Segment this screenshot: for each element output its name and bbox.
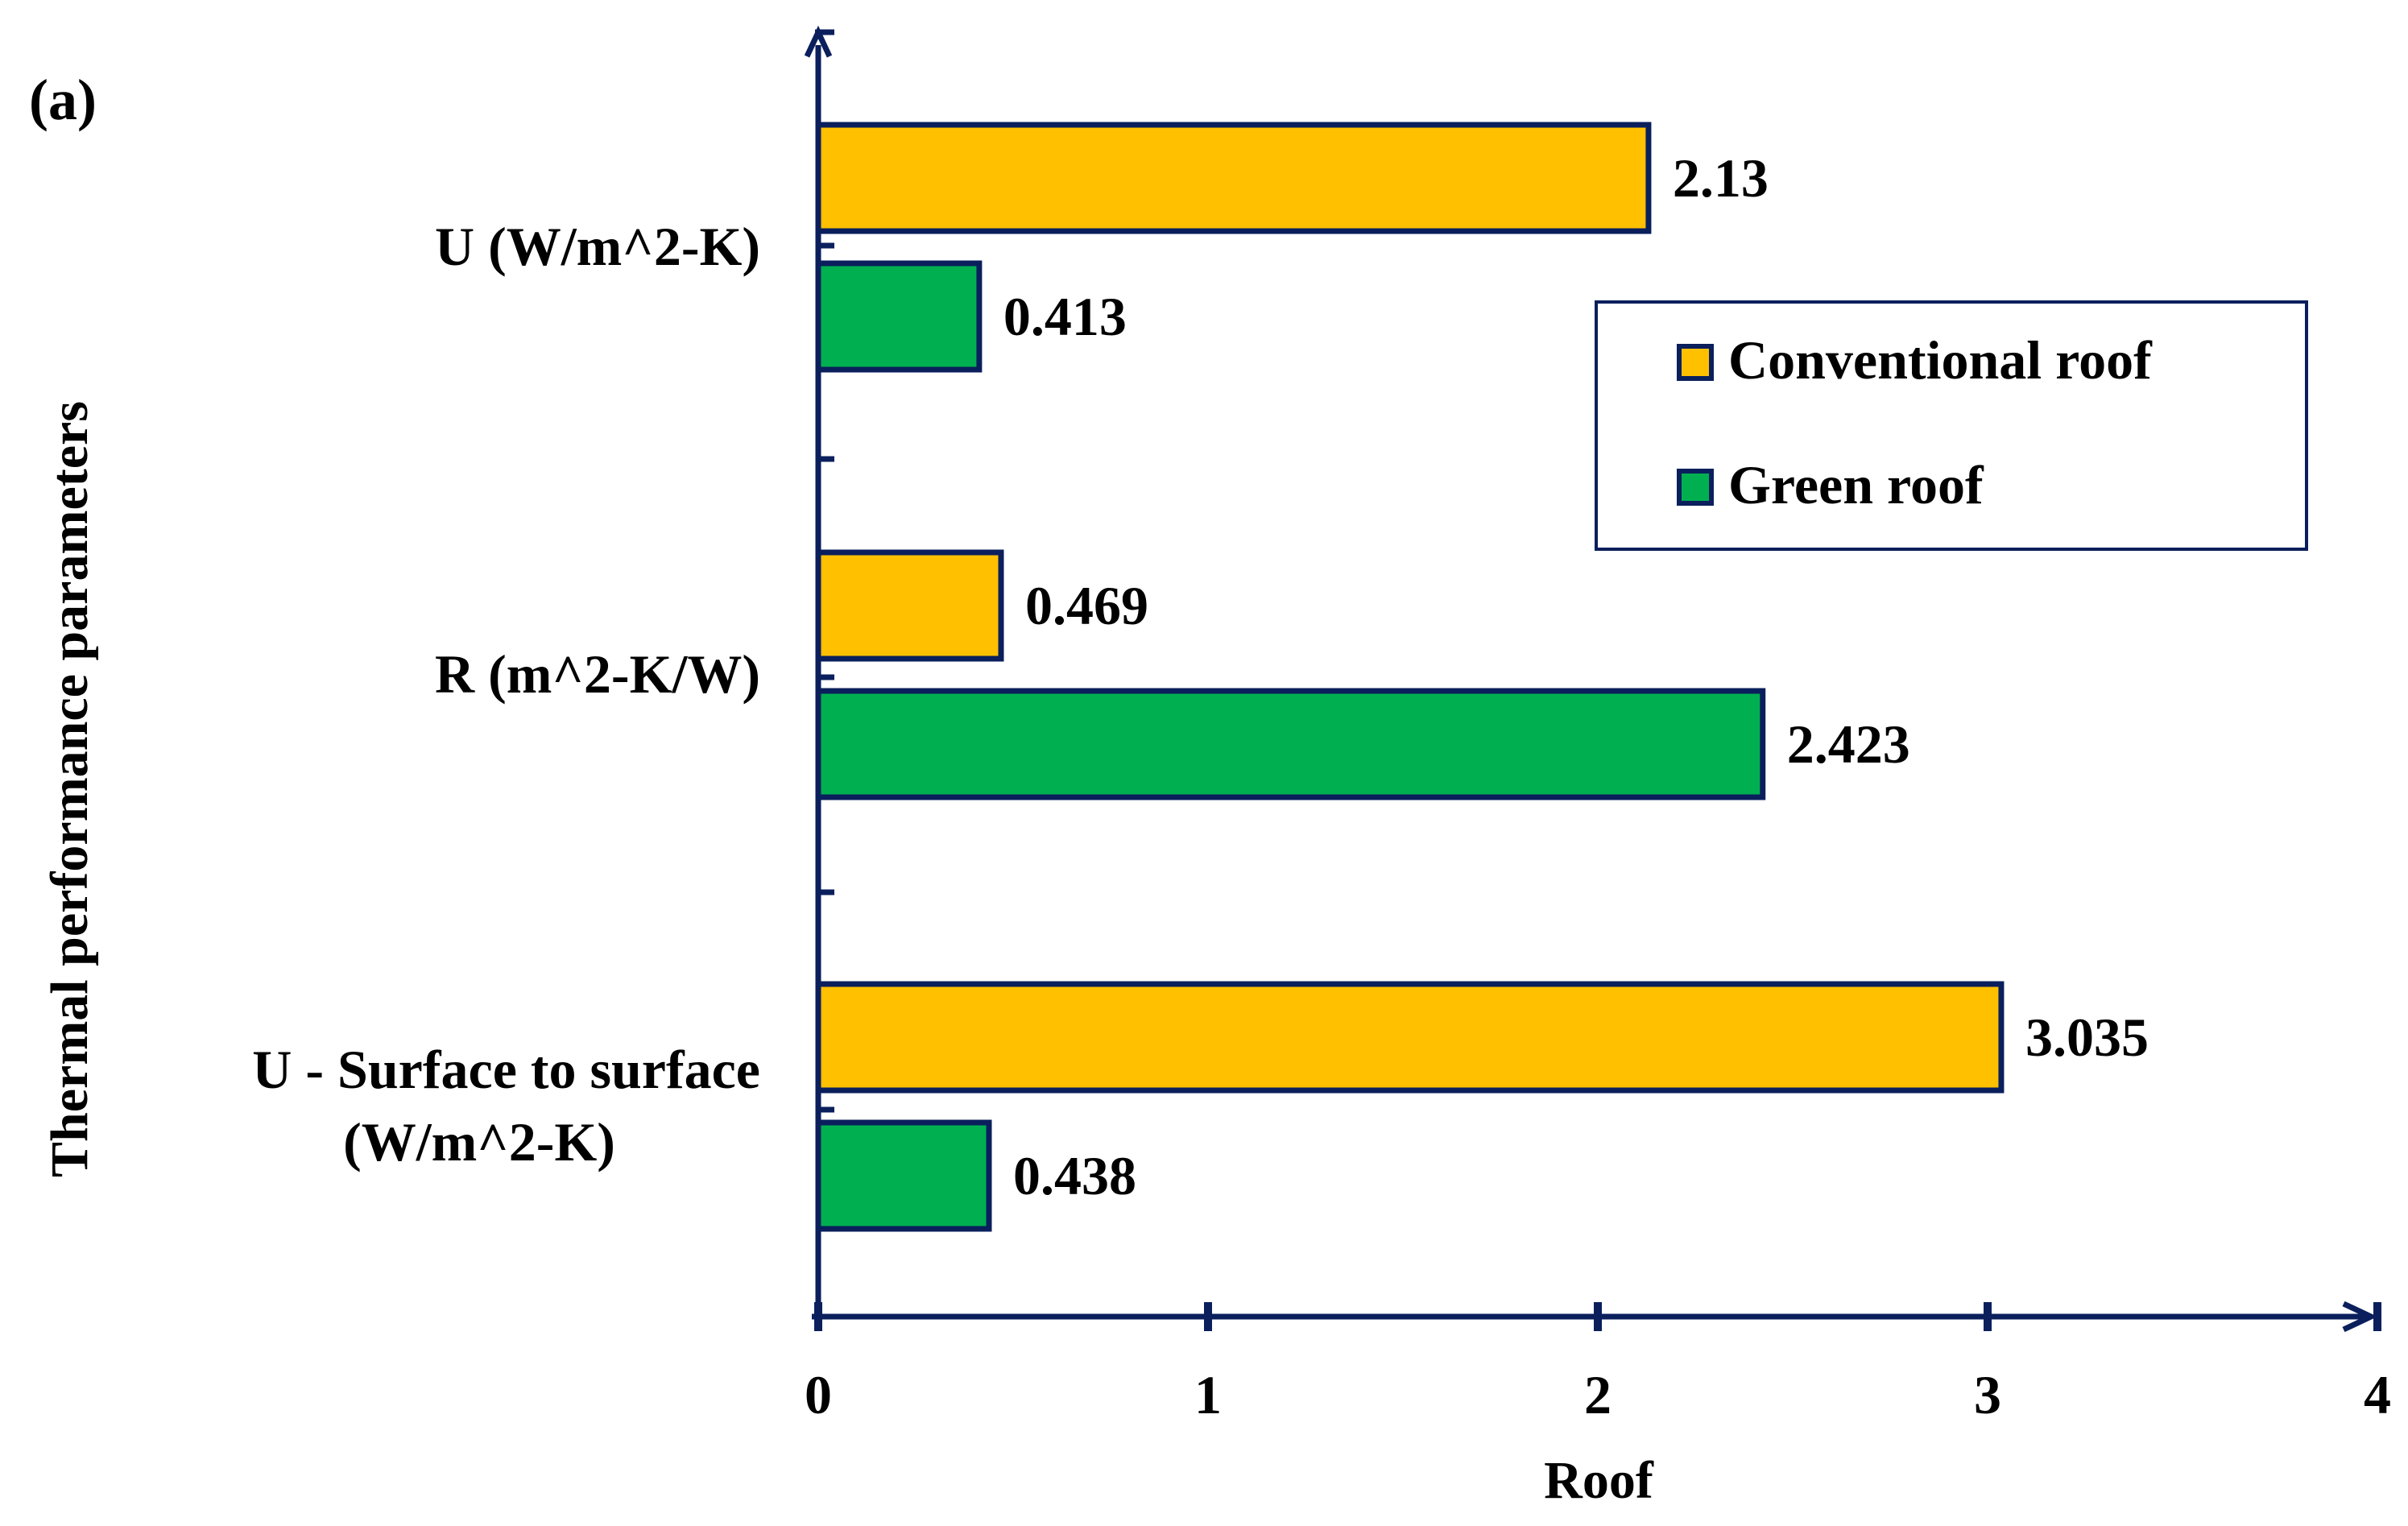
x-tick-label: 4 <box>2364 1364 2391 1425</box>
value-label: 2.423 <box>1787 713 1910 775</box>
legend-label-green: Green roof <box>1728 454 1984 515</box>
category-label: U - Surface to surface <box>252 1039 760 1100</box>
value-label: 2.13 <box>1673 147 1769 209</box>
x-ticks-group: 0 1 2 3 4 <box>805 1302 2391 1425</box>
value-label: 0.438 <box>1013 1145 1136 1206</box>
legend-swatch-green <box>1677 469 1714 506</box>
x-axis-arrow <box>2342 1301 2378 1333</box>
x-tick-label: 3 <box>1974 1364 2001 1425</box>
axes-group <box>804 25 2378 1333</box>
x-tick-label: 2 <box>1584 1364 1612 1425</box>
x-tick-label: 1 <box>1194 1364 1222 1425</box>
bar-conventional-0 <box>815 122 1652 234</box>
value-labels-group: 2.13 0.469 3.035 0.413 2.423 0.438 <box>1003 147 2149 1206</box>
x-tick-label: 0 <box>805 1364 832 1425</box>
category-label: (W/m^2-K) <box>343 1111 615 1172</box>
y-axis-title: Thermal performance parameters <box>40 401 99 1177</box>
category-label: U (W/m^2-K) <box>435 216 760 277</box>
bar-conventional-1 <box>815 549 1004 662</box>
bar-green-1 <box>815 688 1766 800</box>
legend: Conventional roof Green roof <box>1595 300 2308 551</box>
bar-green-0 <box>815 260 983 373</box>
legend-box <box>1595 300 2308 551</box>
bar-conventional-2 <box>815 981 2005 1094</box>
legend-swatch-conventional <box>1677 344 1714 381</box>
value-label: 3.035 <box>2025 1007 2149 1068</box>
value-label: 0.469 <box>1025 575 1148 636</box>
bar-green-2 <box>815 1119 992 1232</box>
value-label: 0.413 <box>1003 286 1127 347</box>
category-labels-group: U (W/m^2-K) R (m^2-K/W) U - Surface to sur… <box>252 216 760 1172</box>
category-label: R (m^2-K/W) <box>435 643 760 705</box>
legend-label-conventional: Conventional roof <box>1728 329 2153 391</box>
panel-label: (a) <box>29 68 97 132</box>
bars-group <box>815 122 2005 1232</box>
x-axis-title: Roof <box>1544 1451 1654 1510</box>
